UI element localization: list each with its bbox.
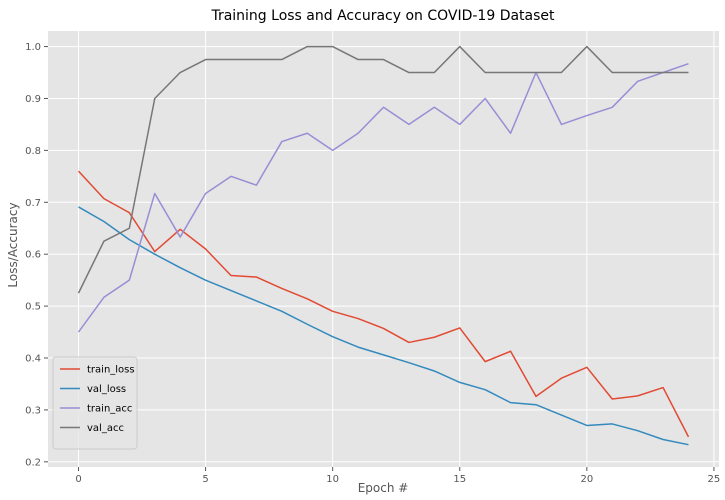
y-tick-label: 0.5 xyxy=(25,302,41,313)
plot-background xyxy=(48,31,719,467)
chart-title: Training Loss and Accuracy on COVID-19 D… xyxy=(210,8,555,24)
x-tick-label: 20 xyxy=(580,474,593,485)
y-tick-label: 0.2 xyxy=(25,457,41,468)
legend-label: train_acc xyxy=(87,404,132,415)
x-tick-label: 0 xyxy=(75,474,81,485)
y-tick-label: 0.8 xyxy=(25,146,41,157)
y-axis-ticks: 0.2 0.3 0.4 0.5 0.6 0.7 0.8 0.9 1.0 xyxy=(25,42,48,468)
series-line-val-loss xyxy=(78,206,689,446)
series-lines xyxy=(77,45,690,446)
x-tick-label: 10 xyxy=(326,474,339,485)
y-tick-label: 1.0 xyxy=(25,42,41,53)
y-axis-label: Loss/Accuracy xyxy=(6,202,20,287)
y-tick-label: 0.6 xyxy=(25,250,41,261)
series-line-train-loss xyxy=(77,170,690,438)
legend-label: val_loss xyxy=(87,384,126,395)
x-tick-label: 5 xyxy=(202,474,208,485)
legend-label: train_loss xyxy=(87,365,135,376)
series-line-val-acc xyxy=(77,45,689,294)
y-tick-label: 0.4 xyxy=(25,354,41,365)
legend: train_loss val_loss train_acc val_acc xyxy=(52,356,138,450)
x-axis-label: Epoch # xyxy=(358,481,409,495)
x-tick-label: 15 xyxy=(453,474,466,485)
legend-label: val_acc xyxy=(87,423,124,434)
series-line-train-acc xyxy=(77,62,689,333)
x-tick-label: 25 xyxy=(708,474,721,485)
y-tick-label: 0.7 xyxy=(25,198,41,209)
y-tick-label: 0.3 xyxy=(25,405,41,416)
x-axis-ticks: 0 5 10 15 20 25 xyxy=(75,467,720,485)
y-tick-label: 0.9 xyxy=(25,94,41,105)
legend-frame xyxy=(52,356,138,450)
